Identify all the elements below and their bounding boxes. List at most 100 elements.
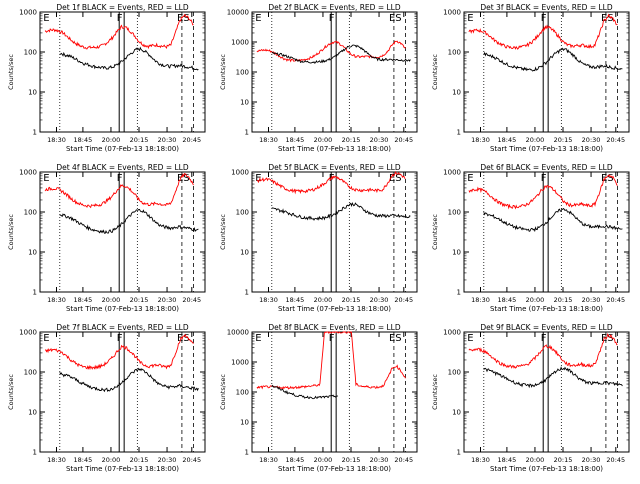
panel-title: Det 6f BLACK = Events, RED = LLD <box>480 163 613 172</box>
y-tick-label: 1 <box>33 129 37 137</box>
marker-label-e: E <box>255 13 261 24</box>
panel-title: Det 4f BLACK = Events, RED = LLD <box>56 163 189 172</box>
x-tick-label: 20:30 <box>370 456 389 464</box>
plot-frame <box>463 331 630 453</box>
panel-title: Det 8f BLACK = Events, RED = LLD <box>268 323 401 332</box>
marker-label-es: ES <box>177 333 190 344</box>
x-tick-label: 20:15 <box>130 296 149 304</box>
marker-label-e: E <box>255 173 261 184</box>
y-tick-label: 1000 <box>19 169 37 177</box>
x-tick-label: 18:45 <box>498 136 517 144</box>
panel-3f: Det 3f BLACK = Events, RED = LLD 1 10 100 10… <box>431 3 630 153</box>
x-tick-label: 20:45 <box>182 456 201 464</box>
x-tick-label: 20:45 <box>182 296 201 304</box>
y-tick-label: 10 <box>452 89 461 97</box>
marker-label-es: ES <box>389 173 402 184</box>
y-axis-label: Counts/sec <box>431 374 439 410</box>
red-series-line <box>468 332 618 369</box>
x-tick-label: 18:30 <box>471 456 490 464</box>
x-tick-label: 20:15 <box>342 456 361 464</box>
x-tick-label: 20:45 <box>182 136 201 144</box>
x-tick-label: 20:45 <box>606 136 625 144</box>
red-series-line <box>256 40 406 63</box>
marker-label-e: E <box>43 13 49 24</box>
plot-frame <box>251 11 418 133</box>
panel-title: Det 9f BLACK = Events, RED = LLD <box>480 323 613 332</box>
y-axis-label: Counts/sec <box>431 54 439 90</box>
panel-2f: Det 2f BLACK = Events, RED = LLD 1 10 100 10… <box>219 3 418 153</box>
x-tick-label: 20:30 <box>158 456 177 464</box>
y-tick-label: 1 <box>33 289 37 297</box>
x-axis-label: Start Time (07-Feb-13 18:18:00) <box>490 465 603 473</box>
marker-label-e: E <box>255 333 261 344</box>
x-tick-label: 20:30 <box>582 456 601 464</box>
x-tick-label: 20:15 <box>554 296 573 304</box>
y-tick-label: 100 <box>236 69 249 77</box>
y-tick-label: 1 <box>457 289 461 297</box>
x-tick-label: 20:30 <box>582 136 601 144</box>
marker-label-f: F <box>329 333 335 344</box>
plot-frame <box>251 331 418 453</box>
marker-label-es: ES <box>601 173 614 184</box>
x-tick-label: 18:30 <box>259 456 278 464</box>
panel-5f: Det 5f BLACK = Events, RED = LLD 1 10 100 10… <box>219 163 418 313</box>
panel-9f: Det 9f BLACK = Events, RED = LLD 1 10 100 10… <box>431 323 630 473</box>
x-tick-label: 20:00 <box>102 136 121 144</box>
x-tick-label: 20:00 <box>102 456 121 464</box>
panel-7f: Det 7f BLACK = Events, RED = LLD 1 10 100 10… <box>7 323 206 473</box>
marker-label-f: F <box>117 333 123 344</box>
y-axis-label: Counts/sec <box>7 214 15 250</box>
x-tick-label: 18:45 <box>74 296 93 304</box>
plot-frame <box>39 171 206 293</box>
marker-label-es: ES <box>601 333 614 344</box>
black-series-line <box>271 202 411 221</box>
y-tick-label: 1 <box>245 449 249 457</box>
y-axis-label: Counts/sec <box>7 54 15 90</box>
red-series-line <box>44 14 194 50</box>
x-tick-label: 20:45 <box>394 136 413 144</box>
y-tick-label: 10000 <box>227 329 249 337</box>
y-tick-label: 10 <box>240 249 249 257</box>
x-tick-label: 18:45 <box>498 456 517 464</box>
x-axis-label: Start Time (07-Feb-13 18:18:00) <box>490 305 603 313</box>
y-tick-label: 10 <box>240 99 249 107</box>
marker-label-f: F <box>541 173 547 184</box>
marker-label-f: F <box>329 13 335 24</box>
x-tick-label: 18:30 <box>259 296 278 304</box>
panel-4f: Det 4f BLACK = Events, RED = LLD 1 10 100 10… <box>7 163 206 313</box>
y-tick-label: 1 <box>245 289 249 297</box>
marker-label-es: ES <box>177 173 190 184</box>
y-axis-label: Counts/sec <box>431 214 439 250</box>
x-axis-label: Start Time (07-Feb-13 18:18:00) <box>66 145 179 153</box>
x-tick-label: 20:30 <box>158 136 177 144</box>
x-tick-label: 18:30 <box>471 296 490 304</box>
y-tick-label: 1000 <box>231 39 249 47</box>
x-tick-label: 18:45 <box>74 456 93 464</box>
red-series-line <box>256 331 406 390</box>
x-tick-label: 20:00 <box>314 136 333 144</box>
x-tick-label: 20:00 <box>526 136 545 144</box>
black-series-line <box>483 47 623 72</box>
y-tick-label: 10 <box>240 419 249 427</box>
y-axis-label: Counts/sec <box>219 214 227 250</box>
x-tick-label: 18:45 <box>286 136 305 144</box>
x-tick-label: 20:15 <box>130 456 149 464</box>
plot-frame <box>251 171 418 293</box>
marker-label-f: F <box>117 173 123 184</box>
y-tick-label: 100 <box>448 369 461 377</box>
y-tick-label: 10 <box>28 409 37 417</box>
red-series-line <box>45 333 194 371</box>
y-tick-label: 1 <box>457 129 461 137</box>
x-tick-label: 20:15 <box>342 136 361 144</box>
x-tick-label: 20:00 <box>102 296 121 304</box>
panel-6f: Det 6f BLACK = Events, RED = LLD 1 10 100 10… <box>431 163 630 313</box>
black-series-line <box>59 367 199 393</box>
plot-frame <box>39 331 206 453</box>
x-axis-label: Start Time (07-Feb-13 18:18:00) <box>66 465 179 473</box>
x-axis-label: Start Time (07-Feb-13 18:18:00) <box>490 145 603 153</box>
x-tick-label: 20:15 <box>554 136 573 144</box>
marker-label-f: F <box>541 13 547 24</box>
y-tick-label: 100 <box>448 209 461 217</box>
